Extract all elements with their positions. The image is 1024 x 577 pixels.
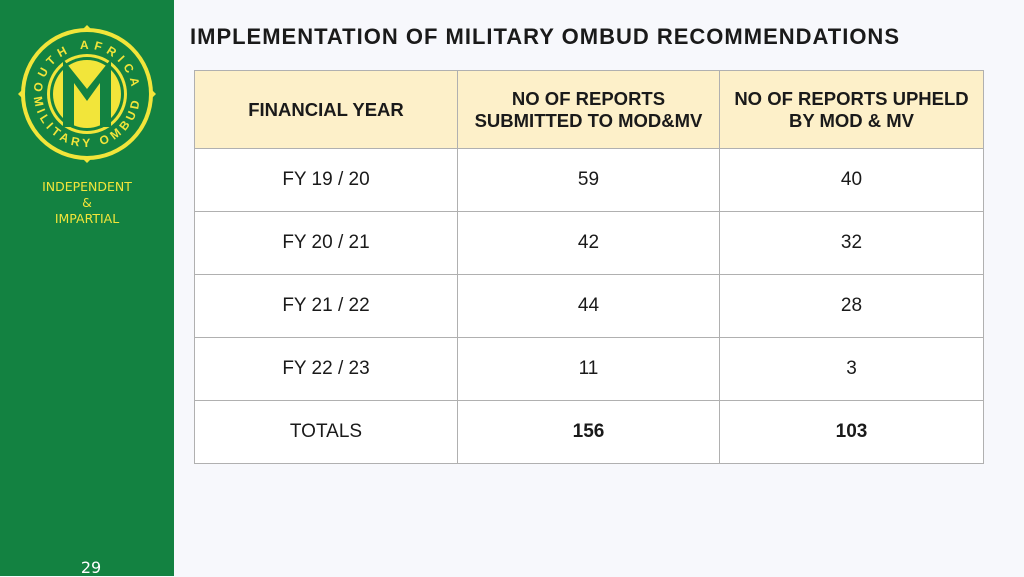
table-row: FY 22 / 23 11 3 [194,337,984,401]
recommendations-table: FINANCIAL YEAR NO OF REPORTS SUBMITTED T… [194,70,984,464]
table-row: FY 20 / 21 42 32 [194,211,984,275]
financial-year-cell: FY 22 / 23 [194,337,458,401]
submitted-cell: 44 [457,274,720,338]
submitted-cell: 11 [457,337,720,401]
totals-row: TOTALS 156 103 [194,400,984,464]
military-ombud-logo: SOUTH AFRICAN MILITARY OMBUD [16,23,156,163]
submitted-cell: 59 [457,148,720,212]
submitted-cell: 42 [457,211,720,275]
financial-year-cell: FY 21 / 22 [194,274,458,338]
upheld-cell: 40 [719,148,984,212]
page-number: 29 [80,558,102,577]
upheld-cell: 28 [719,274,984,338]
total-submitted: 156 [457,400,720,464]
motto-line: IMPARTIAL [54,211,120,226]
motto-line: INDEPENDENT [42,179,132,194]
upheld-cell: 3 [719,337,984,401]
motto-line: & [82,195,92,210]
financial-year-cell: FY 19 / 20 [194,148,458,212]
header-financial-year: FINANCIAL YEAR [194,70,458,149]
table-row: FY 19 / 20 59 40 [194,148,984,212]
header-reports-upheld: NO OF REPORTS UPHELD BY MOD & MV [719,70,984,149]
motto: INDEPENDENT & IMPARTIAL [0,179,174,227]
header-reports-submitted: NO OF REPORTS SUBMITTED TO MOD&MV [457,70,720,149]
table-row: FY 21 / 22 44 28 [194,274,984,338]
upheld-cell: 32 [719,211,984,275]
total-upheld: 103 [719,400,984,464]
totals-label: TOTALS [194,400,458,464]
financial-year-cell: FY 20 / 21 [194,211,458,275]
slide-title: IMPLEMENTATION OF MILITARY OMBUD RECOMME… [190,24,900,49]
sidebar: SOUTH AFRICAN MILITARY OMBUD INDEPENDENT… [0,0,174,577]
table-header-row: FINANCIAL YEAR NO OF REPORTS SUBMITTED T… [194,70,984,149]
